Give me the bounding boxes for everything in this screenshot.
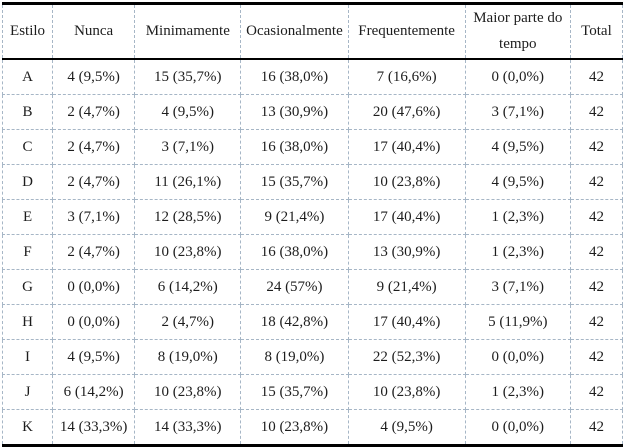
data-cell: 22 (52,3%) (347, 338, 466, 375)
data-cell: 2 (4,7%) (52, 93, 136, 130)
data-cell: 2 (4,7%) (52, 233, 136, 270)
data-cell: 2 (4,7%) (134, 303, 242, 340)
row-label-cell: D (1, 163, 54, 200)
data-cell: 3 (7,1%) (464, 268, 571, 305)
data-cell: 10 (23,8%) (240, 408, 349, 446)
data-cell: 15 (35,7%) (134, 58, 242, 95)
column-header-maior-parte: Maior parte do tempo (464, 3, 571, 60)
column-header-ocasionalmente: Ocasionalmente (240, 3, 349, 60)
data-cell: 42 (569, 268, 624, 305)
row-label-cell: K (1, 408, 54, 446)
data-cell: 13 (30,9%) (240, 93, 349, 130)
data-cell: 2 (4,7%) (52, 128, 136, 165)
data-cell: 4 (9,5%) (464, 163, 571, 200)
table-row: K 14 (33,3%) 14 (33,3%) 10 (23,8%) 4 (9,5%) 0… (1, 408, 624, 446)
data-cell: 42 (569, 303, 624, 340)
column-header-nunca: Nunca (52, 3, 136, 60)
data-cell: 42 (569, 198, 624, 235)
data-cell: 18 (42,8%) (240, 303, 349, 340)
data-cell: 10 (23,8%) (134, 373, 242, 410)
data-cell: 42 (569, 233, 624, 270)
data-cell: 9 (21,4%) (240, 198, 349, 235)
data-cell: 4 (9,5%) (134, 93, 242, 130)
data-cell: 16 (38,0%) (240, 128, 349, 165)
header-row: Estilo Nunca Minimamente Ocasionalmente … (1, 3, 624, 60)
data-cell: 15 (35,7%) (240, 163, 349, 200)
data-cell: 11 (26,1%) (134, 163, 242, 200)
data-cell: 13 (30,9%) (347, 233, 466, 270)
column-header-frequentemente: Frequentemente (347, 3, 466, 60)
data-cell: 5 (11,9%) (464, 303, 571, 340)
data-cell: 14 (33,3%) (52, 408, 136, 446)
data-cell: 10 (23,8%) (134, 233, 242, 270)
data-cell: 4 (9,5%) (347, 408, 466, 446)
data-cell: 0 (0,0%) (464, 338, 571, 375)
data-cell: 42 (569, 373, 624, 410)
row-label-cell: C (1, 128, 54, 165)
data-cell: 8 (19,0%) (134, 338, 242, 375)
data-cell: 20 (47,6%) (347, 93, 466, 130)
data-cell: 42 (569, 128, 624, 165)
row-label-cell: A (1, 58, 54, 95)
data-cell: 17 (40,4%) (347, 303, 466, 340)
row-label-cell: J (1, 373, 54, 410)
data-cell: 17 (40,4%) (347, 128, 466, 165)
row-label-cell: I (1, 338, 54, 375)
data-cell: 0 (0,0%) (52, 268, 136, 305)
data-cell: 4 (9,5%) (52, 338, 136, 375)
column-header-minimamente: Minimamente (134, 3, 242, 60)
row-label-cell: F (1, 233, 54, 270)
data-cell: 12 (28,5%) (134, 198, 242, 235)
table-header: Estilo Nunca Minimamente Ocasionalmente … (1, 3, 624, 60)
data-cell: 0 (0,0%) (52, 303, 136, 340)
row-label-cell: E (1, 198, 54, 235)
data-cell: 0 (0,0%) (464, 58, 571, 95)
data-cell: 17 (40,4%) (347, 198, 466, 235)
data-cell: 4 (9,5%) (464, 128, 571, 165)
data-cell: 1 (2,3%) (464, 373, 571, 410)
column-header-estilo: Estilo (1, 3, 54, 60)
data-cell: 14 (33,3%) (134, 408, 242, 446)
row-label-cell: B (1, 93, 54, 130)
data-cell: 4 (9,5%) (52, 58, 136, 95)
data-cell: 3 (7,1%) (134, 128, 242, 165)
data-cell: 16 (38,0%) (240, 233, 349, 270)
data-cell: 42 (569, 338, 624, 375)
data-cell: 10 (23,8%) (347, 163, 466, 200)
data-cell: 6 (14,2%) (52, 373, 136, 410)
data-cell: 9 (21,4%) (347, 268, 466, 305)
data-cell: 42 (569, 58, 624, 95)
row-label-cell: G (1, 268, 54, 305)
data-cell: 1 (2,3%) (464, 233, 571, 270)
row-label-cell: H (1, 303, 54, 340)
data-cell: 3 (7,1%) (464, 93, 571, 130)
data-cell: 10 (23,8%) (347, 373, 466, 410)
data-cell: 0 (0,0%) (464, 408, 571, 446)
data-cell: 42 (569, 93, 624, 130)
data-cell: 24 (57%) (240, 268, 349, 305)
data-cell: 15 (35,7%) (240, 373, 349, 410)
column-header-total: Total (569, 3, 624, 60)
data-cell: 42 (569, 163, 624, 200)
data-cell: 3 (7,1%) (52, 198, 136, 235)
data-cell: 7 (16,6%) (347, 58, 466, 95)
data-cell: 42 (569, 408, 624, 446)
data-cell: 16 (38,0%) (240, 58, 349, 95)
data-cell: 2 (4,7%) (52, 163, 136, 200)
data-cell: 1 (2,3%) (464, 198, 571, 235)
data-cell: 8 (19,0%) (240, 338, 349, 375)
data-cell: 6 (14,2%) (134, 268, 242, 305)
